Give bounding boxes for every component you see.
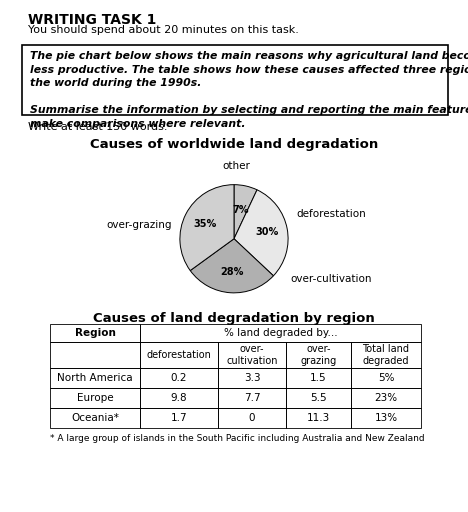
Text: deforestation: deforestation xyxy=(296,209,366,220)
Text: 1.5: 1.5 xyxy=(310,373,327,383)
Text: Causes of worldwide land degradation: Causes of worldwide land degradation xyxy=(90,138,378,151)
Text: 5.5: 5.5 xyxy=(310,393,327,403)
Bar xyxy=(286,408,351,428)
Text: 7%: 7% xyxy=(232,205,249,215)
Text: 35%: 35% xyxy=(193,219,217,229)
Bar xyxy=(351,408,421,428)
Bar xyxy=(218,408,286,428)
Text: 0.2: 0.2 xyxy=(171,373,187,383)
Bar xyxy=(50,408,140,428)
Bar xyxy=(351,368,421,388)
Bar xyxy=(50,388,140,408)
Text: Write at least 150 words.: Write at least 150 words. xyxy=(28,122,168,132)
Text: WRITING TASK 1: WRITING TASK 1 xyxy=(28,13,156,27)
Text: 7.7: 7.7 xyxy=(244,393,260,403)
Bar xyxy=(22,45,448,115)
Wedge shape xyxy=(180,185,234,270)
Text: Causes of land degradation by region: Causes of land degradation by region xyxy=(93,312,375,325)
Text: 13%: 13% xyxy=(374,413,397,423)
Bar xyxy=(351,342,421,368)
Text: 28%: 28% xyxy=(220,267,243,277)
Bar xyxy=(140,342,218,368)
Bar xyxy=(50,324,140,342)
Wedge shape xyxy=(190,239,273,293)
Wedge shape xyxy=(234,190,288,276)
Text: 5%: 5% xyxy=(378,373,394,383)
Text: other: other xyxy=(223,161,251,171)
Text: over-
cultivation: over- cultivation xyxy=(226,344,278,366)
Text: * A large group of islands in the South Pacific including Australia and New Zeal: * A large group of islands in the South … xyxy=(50,434,424,443)
Bar xyxy=(286,342,351,368)
Text: 23%: 23% xyxy=(374,393,397,403)
Text: 1.7: 1.7 xyxy=(171,413,187,423)
Text: Europe: Europe xyxy=(77,393,113,403)
Text: North America: North America xyxy=(57,373,133,383)
Bar xyxy=(218,368,286,388)
Text: The pie chart below shows the main reasons why agricultural land becomes
less pr: The pie chart below shows the main reaso… xyxy=(30,51,468,129)
Bar xyxy=(351,388,421,408)
Text: 30%: 30% xyxy=(256,227,278,238)
Bar xyxy=(286,368,351,388)
Text: Oceania*: Oceania* xyxy=(71,413,119,423)
Text: 3.3: 3.3 xyxy=(244,373,260,383)
Text: over-
grazing: over- grazing xyxy=(300,344,336,366)
Bar xyxy=(140,324,421,342)
Bar xyxy=(50,368,140,388)
Bar xyxy=(218,388,286,408)
Bar xyxy=(140,408,218,428)
Bar xyxy=(140,368,218,388)
Bar xyxy=(140,388,218,408)
Text: Region: Region xyxy=(74,328,116,338)
Bar xyxy=(50,342,140,368)
Wedge shape xyxy=(234,185,257,239)
Text: 0: 0 xyxy=(249,413,255,423)
Text: 11.3: 11.3 xyxy=(307,413,330,423)
Text: deforestation: deforestation xyxy=(146,350,212,360)
Text: 9.8: 9.8 xyxy=(171,393,187,403)
Text: You should spend about 20 minutes on this task.: You should spend about 20 minutes on thi… xyxy=(28,25,299,35)
Text: % land degraded by...: % land degraded by... xyxy=(224,328,337,338)
Text: Total land
degraded: Total land degraded xyxy=(363,344,410,366)
Bar xyxy=(218,342,286,368)
Text: over-cultivation: over-cultivation xyxy=(291,274,373,284)
Text: over-grazing: over-grazing xyxy=(106,220,172,230)
Bar xyxy=(286,388,351,408)
